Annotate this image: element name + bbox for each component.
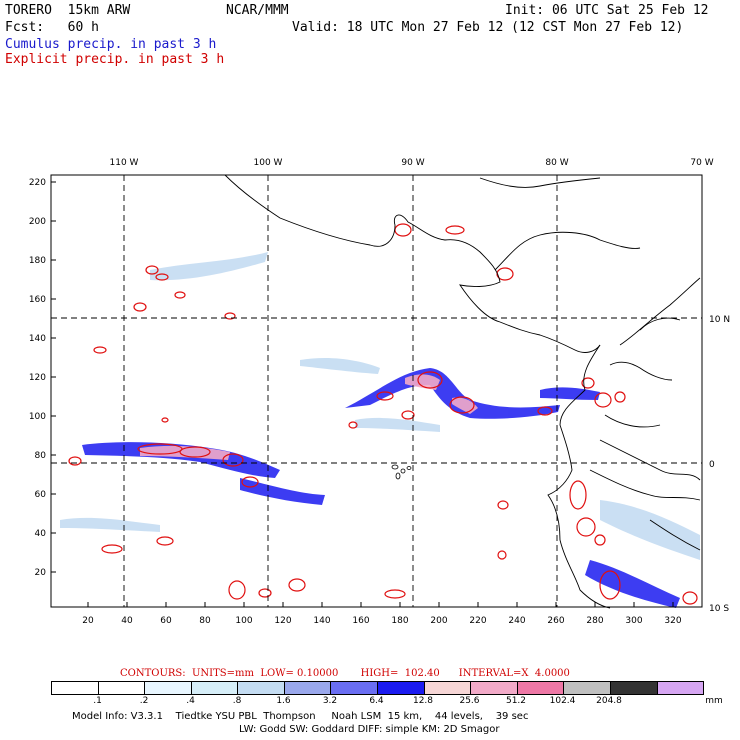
colorbar-swatch xyxy=(471,682,518,694)
x-tick: 160 xyxy=(352,616,369,626)
y-tick-labels: 220 200 180 160 140 120 100 80 60 40 20 xyxy=(29,178,46,578)
colorbar-swatch xyxy=(52,682,99,694)
explicit-precip-contours xyxy=(68,223,698,605)
colorbar-label: 12.8 xyxy=(412,696,434,706)
x-tick: 200 xyxy=(430,616,447,626)
x-tick: 60 xyxy=(160,616,172,626)
y-tick: 60 xyxy=(35,490,47,500)
valid-time: Valid: 18 UTC Mon 27 Feb 12 (12 CST Mon … xyxy=(292,20,684,35)
colorbar-units: mm xyxy=(705,696,723,706)
colorbar xyxy=(51,681,704,695)
y-tick: 80 xyxy=(35,451,47,461)
y-tick: 220 xyxy=(29,178,46,188)
colorbar-swatch xyxy=(191,682,239,694)
colorbar-swatch xyxy=(331,682,379,694)
x-tick: 120 xyxy=(274,616,291,626)
colorbar-label: .1 xyxy=(93,696,102,706)
legend-cumulus: Cumulus precip. in past 3 h xyxy=(5,37,217,52)
lon-label-100w: 100 W xyxy=(254,158,283,168)
colorbar-swatch xyxy=(284,682,332,694)
colorbar-label: 3.2 xyxy=(322,696,338,706)
colorbar-swatch xyxy=(145,682,192,694)
lat-label-10s: 10 S xyxy=(709,604,729,614)
y-tick: 20 xyxy=(35,568,47,578)
colorbar-swatch xyxy=(378,682,425,694)
y-tick: 120 xyxy=(29,373,46,383)
forecast-hour: Fcst: 60 h xyxy=(5,20,99,35)
lat-label-10n: 10 N xyxy=(709,315,730,325)
colorbar-label: .8 xyxy=(232,696,242,706)
x-tick: 240 xyxy=(508,616,525,626)
colorbar-label: 6.4 xyxy=(369,696,384,706)
cumulus-precip-field xyxy=(82,368,680,608)
lat-label-0: 0 xyxy=(709,460,715,470)
x-tick: 300 xyxy=(625,616,642,626)
colorbar-swatch xyxy=(564,682,611,694)
colorbar-label: 1.6 xyxy=(276,696,291,706)
model-title: TORERO 15km ARW xyxy=(5,3,131,18)
x-tick: 80 xyxy=(199,616,211,626)
x-tick: 220 xyxy=(469,616,486,626)
y-tick: 100 xyxy=(29,412,46,422)
x-tick: 40 xyxy=(121,616,133,626)
x-tick: 140 xyxy=(313,616,330,626)
colorbar-swatch xyxy=(610,682,658,694)
x-tick: 320 xyxy=(664,616,681,626)
x-tick: 280 xyxy=(586,616,603,626)
map-frame xyxy=(50,174,703,608)
x-tick: 180 xyxy=(391,616,408,626)
footer-model-info: Model Info: V3.3.1 Tiedtke YSU PBL Thomp… xyxy=(72,711,529,722)
y-tick: 140 xyxy=(29,334,46,344)
init-time: Init: 06 UTC Sat 25 Feb 12 xyxy=(505,3,709,18)
y-tick: 40 xyxy=(35,529,47,539)
colorbar-label: 204.8 xyxy=(596,696,622,706)
y-tick: 180 xyxy=(29,256,46,266)
tick-marks xyxy=(51,181,674,607)
y-tick: 200 xyxy=(29,217,46,227)
footer-physics: LW: Godd SW: Goddard DIFF: simple KM: 2D… xyxy=(239,724,500,735)
x-tick: 260 xyxy=(547,616,564,626)
galapagos-islands xyxy=(391,464,412,480)
graticule xyxy=(51,175,702,607)
coastlines xyxy=(224,174,701,609)
x-tick: 20 xyxy=(82,616,94,626)
lon-label-80w: 80 W xyxy=(545,158,568,168)
lon-label-110w: 110 W xyxy=(110,158,139,168)
colorbar-swatch xyxy=(238,682,285,694)
legend-explicit: Explicit precip. in past 3 h xyxy=(5,52,225,67)
colorbar-swatch xyxy=(424,682,472,694)
org-label: NCAR/MMM xyxy=(226,3,289,18)
x-tick-labels: 20 40 60 80 100 120 140 160 180 200 220 … xyxy=(82,616,682,626)
colorbar-label: 102.4 xyxy=(549,696,576,706)
colorbar-label: .2 xyxy=(139,696,149,706)
contour-info: CONTOURS: UNITS=mm LOW= 0.10000 HIGH= 10… xyxy=(120,668,570,679)
colorbar-swatch xyxy=(657,682,704,694)
lon-label-90w: 90 W xyxy=(401,158,424,168)
cumulus-precip-light xyxy=(60,252,700,560)
colorbar-swatch xyxy=(517,682,565,694)
y-tick: 160 xyxy=(29,295,46,305)
colorbar-swatch xyxy=(98,682,146,694)
x-tick: 100 xyxy=(235,616,252,626)
colorbar-label: 25.6 xyxy=(459,696,480,706)
lon-label-70w: 70 W xyxy=(690,158,713,168)
colorbar-label: .4 xyxy=(186,696,195,706)
colorbar-label: 51.2 xyxy=(505,696,527,706)
